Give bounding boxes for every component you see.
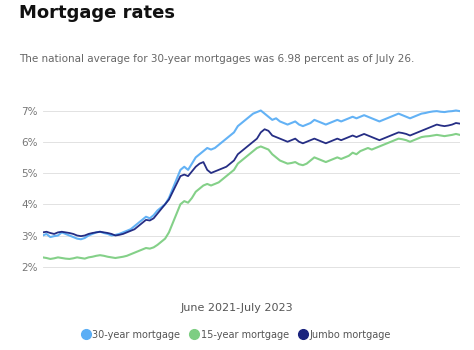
Text: The national average for 30-year mortgages was 6.98 percent as of July 26.: The national average for 30-year mortgag… [19, 54, 414, 64]
Text: Mortgage rates: Mortgage rates [19, 4, 175, 21]
Legend: 30-year mortgage, 15-year mortgage, Jumbo mortgage: 30-year mortgage, 15-year mortgage, Jumb… [80, 326, 394, 343]
Text: June 2021-July 2023: June 2021-July 2023 [181, 303, 293, 313]
